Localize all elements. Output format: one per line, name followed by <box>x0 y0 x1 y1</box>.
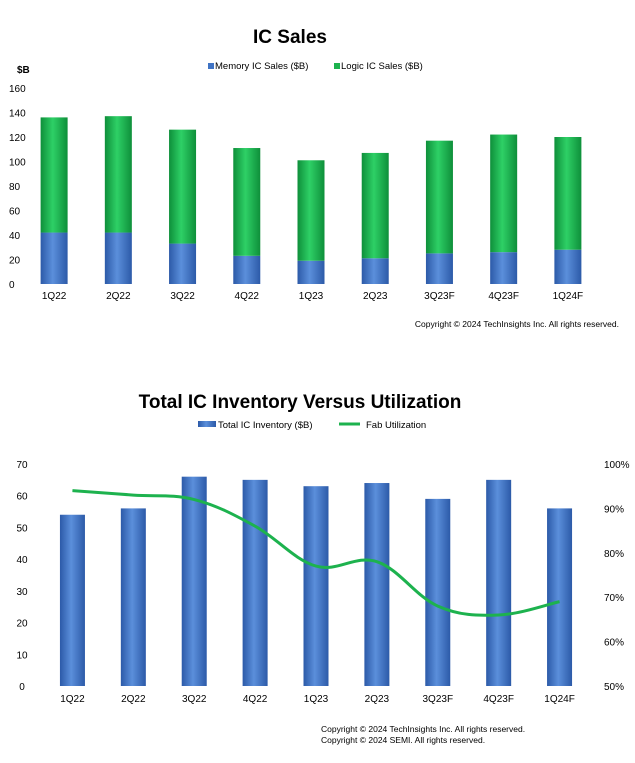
x-tick-label: 1Q22 <box>60 694 85 705</box>
x-tick-label: 1Q24F <box>544 694 575 705</box>
bar-inventory <box>547 508 573 686</box>
bar-inventory <box>303 486 329 686</box>
y-tick-label: 60 <box>9 207 21 218</box>
copyright-notice: Copyright © 2024 TechInsights Inc. All r… <box>415 319 619 329</box>
x-tick-label: 3Q23F <box>424 291 455 302</box>
x-tick-label: 4Q22 <box>235 291 260 302</box>
x-tick-label: 3Q23F <box>422 694 453 705</box>
bar-memory <box>104 232 132 284</box>
legend-label-inventory: Total IC Inventory ($B) <box>218 420 313 431</box>
x-tick-label: 2Q23 <box>365 694 390 705</box>
bar-inventory <box>242 479 268 686</box>
y2-tick-label: 60% <box>604 638 624 649</box>
bar-inventory <box>425 498 451 686</box>
y2-tick-label: 70% <box>604 593 624 604</box>
legend-label-utilization: Fab Utilization <box>366 420 426 431</box>
bars <box>59 476 573 686</box>
y-tick-label: 20 <box>16 619 28 630</box>
y2-tick-label: 90% <box>604 504 624 515</box>
x-tick-label: 4Q22 <box>243 694 268 705</box>
bar-logic <box>554 137 582 250</box>
ic-sales-chart: IC Sales Memory IC Sales ($B) Logic IC S… <box>9 27 619 329</box>
bar-logic <box>425 140 453 254</box>
y-tick-label: 160 <box>9 84 26 95</box>
y-axis-ticks: 0 20 40 60 80 100 120 140 160 <box>9 84 26 291</box>
x-tick-label: 2Q23 <box>363 291 388 302</box>
y-tick-label: 30 <box>16 587 28 598</box>
bar-logic <box>297 160 325 261</box>
legend: Memory IC Sales ($B) Logic IC Sales ($B) <box>208 61 423 72</box>
y2-tick-label: 100% <box>604 460 630 471</box>
x-tick-label: 4Q23F <box>488 291 519 302</box>
y2-tick-label: 50% <box>604 682 624 693</box>
y-tick-label: 120 <box>9 133 26 144</box>
bar-memory <box>361 258 389 284</box>
y-axis-ticks: 0 10 20 30 40 50 60 70 <box>16 460 28 693</box>
y-tick-label: 140 <box>9 109 26 120</box>
y-tick-label: 80 <box>9 182 21 193</box>
bar-inventory <box>181 476 207 686</box>
utilization-line <box>72 489 560 617</box>
y2-tick-label: 80% <box>604 549 624 560</box>
x-tick-label: 1Q24F <box>553 291 584 302</box>
bar-inventory <box>120 508 146 686</box>
y-tick-label: 40 <box>16 555 28 566</box>
bar-logic <box>169 129 197 244</box>
bar-memory <box>233 255 261 284</box>
y-tick-label: 0 <box>9 280 15 291</box>
y-tick-label: 100 <box>9 158 26 169</box>
bars <box>40 116 582 284</box>
y2-axis-ticks: 50% 60% 70% 80% 90% 100% <box>604 460 630 693</box>
chart-title: IC Sales <box>253 27 327 48</box>
x-tick-label: 1Q23 <box>304 694 329 705</box>
bar-logic <box>490 134 518 253</box>
bar-logic <box>40 117 68 233</box>
bar-inventory <box>59 514 85 686</box>
bar-logic <box>104 116 132 233</box>
x-axis-ticks: 1Q22 2Q22 3Q22 4Q22 1Q23 2Q23 3Q23F 4Q23F 1Q24F <box>60 694 575 705</box>
y-tick-label: 40 <box>9 231 21 242</box>
chart-title: Total IC Inventory Versus Utilization <box>139 392 462 413</box>
legend-swatch-logic <box>334 63 340 69</box>
legend: Total IC Inventory ($B) Fab Utilization <box>198 420 426 431</box>
bar-inventory <box>486 479 512 686</box>
legend-swatch-inventory <box>198 421 216 427</box>
x-tick-label: 1Q22 <box>42 291 67 302</box>
bar-memory <box>490 252 518 284</box>
utilization-series-line <box>72 489 560 617</box>
bar-inventory <box>364 483 390 686</box>
y-tick-label: 60 <box>16 492 28 503</box>
x-tick-label: 3Q22 <box>182 694 207 705</box>
y-axis-unit: $B <box>17 65 30 76</box>
legend-swatch-memory <box>208 63 214 69</box>
x-tick-label: 2Q22 <box>121 694 146 705</box>
x-tick-label: 4Q23F <box>483 694 514 705</box>
copyright-notice-semi: Copyright © 2024 SEMI. All rights reserv… <box>321 735 485 745</box>
y-tick-label: 70 <box>16 460 28 471</box>
y-tick-label: 20 <box>9 256 21 267</box>
x-tick-label: 1Q23 <box>299 291 324 302</box>
bar-logic <box>361 152 389 259</box>
bar-logic <box>233 148 261 256</box>
legend-label-logic: Logic IC Sales ($B) <box>341 61 423 72</box>
copyright-notice-techinsights: Copyright © 2024 TechInsights Inc. All r… <box>321 724 525 734</box>
x-axis-ticks: 1Q22 2Q22 3Q22 4Q22 1Q23 2Q23 3Q23F 4Q23F 1Q24F <box>42 291 583 302</box>
y-tick-label: 10 <box>16 650 28 661</box>
x-tick-label: 2Q22 <box>106 291 131 302</box>
bar-memory <box>425 253 453 284</box>
legend-label-memory: Memory IC Sales ($B) <box>215 61 308 72</box>
y-tick-label: 50 <box>16 523 28 534</box>
bar-memory <box>169 243 197 284</box>
bar-memory <box>554 249 582 284</box>
y-tick-label: 0 <box>19 682 25 693</box>
bar-memory <box>297 260 325 284</box>
bar-memory <box>40 232 68 284</box>
x-tick-label: 3Q22 <box>170 291 195 302</box>
